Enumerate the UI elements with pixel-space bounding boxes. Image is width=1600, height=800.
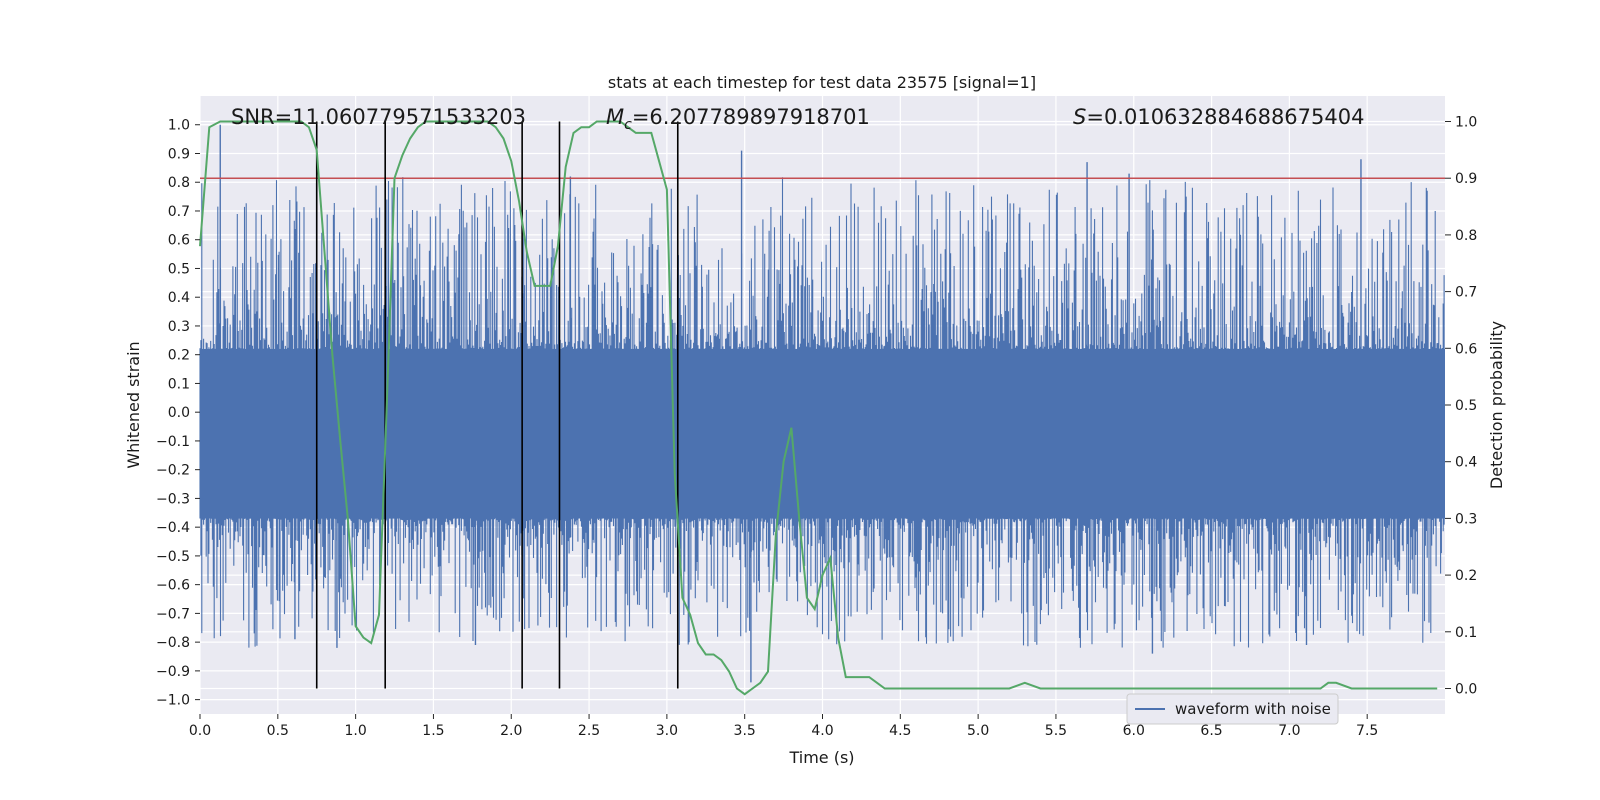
y-tick-label: 0.0 [168,405,190,421]
s-value: =0.010632884688675404 [1086,105,1364,129]
y-tick-label: −1.0 [156,693,190,709]
overlays [199,120,1445,696]
y-tick-label: −0.6 [156,578,190,594]
y-tick-label: −0.1 [156,434,190,450]
y-tick-label: 0.1 [168,376,190,392]
x-tick-label: 2.0 [500,723,522,739]
y-tick-label: −0.5 [156,549,190,565]
x-tick-label: 5.5 [1045,723,1067,739]
x-axis-label: Time (s) [788,748,854,767]
y2-tick-label: 0.5 [1455,398,1477,414]
y-tick-label: 0.3 [168,319,190,335]
y2-tick-label: 0.1 [1455,625,1477,641]
snr-annotation: SNR=11.060779571533203 [231,105,526,129]
y2-tick-label: 0.2 [1455,568,1477,584]
mc-annotation: Mc=6.207789897918701 [606,105,870,133]
y2-tick-label: 0.8 [1455,228,1477,244]
x-tick-label: 1.0 [344,723,366,739]
x-tick-label: 6.5 [1200,723,1222,739]
legend-box [1126,693,1339,725]
y-tick-label: 0.5 [168,261,190,277]
x-tick-label: 3.5 [734,723,756,739]
y2-tick-label: 0.4 [1455,455,1477,471]
x-tick-label: 2.5 [578,723,600,739]
y2-tick-label: 0.9 [1455,171,1477,187]
x-tick-label: 1.5 [422,723,444,739]
y-tick-label: −0.7 [156,606,190,622]
y2-tick-label: 0.3 [1455,511,1477,527]
y-tick-label: 0.7 [168,204,190,220]
y-tick-label: 0.2 [168,348,190,364]
y-tick-label: 0.4 [168,290,190,306]
x-tick-label: 3.0 [656,723,678,739]
y-tick-label: −0.2 [156,463,190,479]
legend-label: waveform with noise [1175,700,1331,718]
x-tick-label: 0.0 [189,723,211,739]
x-tick-label: 4.0 [811,723,833,739]
axes: 0.0 0.5 1.0 1.5 2.0 2.5 3.0 3.5 4.0 4.5 5.0 5.5 6.0 6… [156,115,1477,739]
y2-tick-label: 0.7 [1455,285,1477,301]
y-tick-label: −0.4 [156,520,190,536]
x-tick-label: 7.5 [1356,723,1378,739]
x-tick-label: 0.5 [267,723,289,739]
y2-tick-label: 0.6 [1455,341,1477,357]
y2-tick-label: 1.0 [1455,115,1477,131]
mc-value: =6.207789897918701 [632,105,870,129]
waveform-with-noise-series [199,124,1445,683]
y-axis-label: Whitened strain [124,341,143,468]
y-tick-label: 0.6 [168,233,190,249]
y-tick-label: −0.8 [156,635,190,651]
chart-title: stats at each timestep for test data 235… [608,73,1036,92]
y-tick-label: −0.3 [156,491,190,507]
y-tick-label: −0.9 [156,664,190,680]
y-tick-label: 1.0 [168,118,190,134]
s-annotation: S=0.010632884688675404 [1073,105,1364,129]
y2-tick-label: 0.0 [1455,681,1477,697]
x-tick-label: 5.0 [967,723,989,739]
y-tick-label: 0.8 [168,175,190,191]
x-tick-label: 7.0 [1278,723,1300,739]
legend[interactable]: waveform with noise [1126,693,1339,725]
x-tick-label: 4.5 [889,723,911,739]
detection-probability-line [199,120,1438,696]
x-tick-label: 6.0 [1123,723,1145,739]
y2-axis-label: Detection probability [1487,321,1506,489]
y-tick-label: 0.9 [168,146,190,162]
